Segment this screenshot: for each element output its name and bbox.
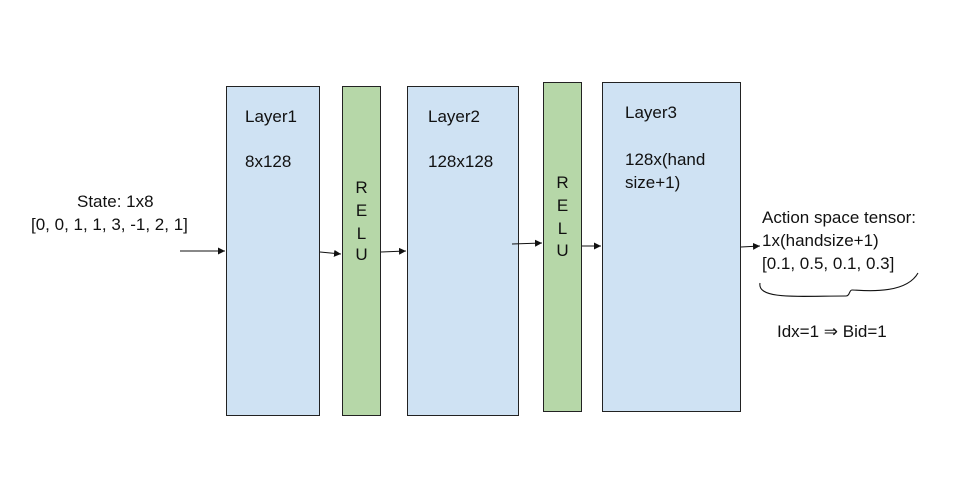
relu2-letter-u: U: [556, 241, 569, 260]
layer3-name: Layer3: [625, 103, 677, 122]
output-vector: [0.1, 0.5, 0.1, 0.3]: [762, 254, 895, 273]
layer3-shape-line2: size+1): [625, 173, 681, 192]
layer3-box: Layer3 128x(hand size+1): [602, 82, 741, 412]
arrow-layer2-to-relu2: [511, 239, 543, 247]
relu1-letter-l: L: [356, 224, 367, 243]
arrow-layer3-to-output: [740, 242, 761, 250]
output-brace: [759, 272, 919, 297]
arrow-layer1-to-relu1: [319, 249, 342, 257]
relu1-letter-r: R: [355, 178, 368, 197]
layer1-shape: 8x128: [245, 152, 292, 171]
layer2-box: Layer2 128x128: [407, 86, 519, 416]
relu2-letter-r: R: [556, 173, 569, 192]
arrow-relu1-to-layer2: [380, 247, 407, 255]
relu1-letter-e: E: [355, 201, 368, 220]
relu2-letter-l: L: [557, 219, 568, 238]
input-vector: [0, 0, 1, 1, 3, -1, 2, 1]: [31, 215, 188, 234]
layer2-name: Layer2: [428, 107, 480, 126]
layer2-shape: 128x128: [428, 152, 494, 171]
relu1-letter-u: U: [355, 245, 368, 264]
output-title: Action space tensor:: [762, 208, 917, 227]
relu1-box: R E L U: [342, 86, 381, 416]
relu2-box: R E L U: [543, 82, 582, 412]
layer3-shape-line1: 128x(hand: [625, 150, 706, 169]
output-result: Idx=1 ⇒ Bid=1: [777, 322, 887, 341]
layer1-name: Layer1: [245, 107, 297, 126]
relu2-letter-e: E: [556, 196, 569, 215]
input-title: State: 1x8: [77, 192, 154, 211]
output-shape: 1x(handsize+1): [762, 231, 879, 250]
layer1-box: Layer1 8x128: [226, 86, 320, 416]
